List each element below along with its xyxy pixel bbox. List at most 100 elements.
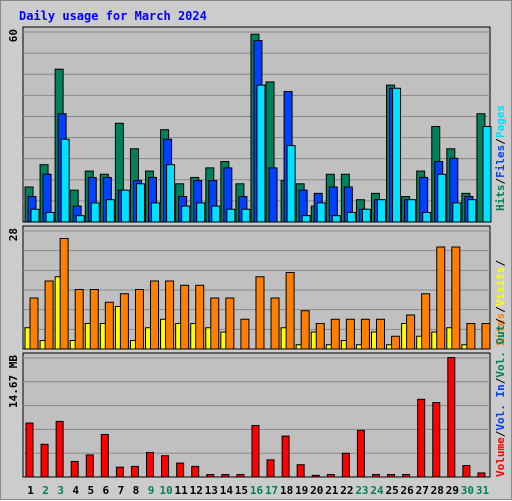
scale-label-visits-sites: 28 [7, 228, 20, 241]
day-label-15: 15 [235, 484, 248, 497]
day-label-22: 22 [340, 484, 353, 497]
bar-volume-day-25 [387, 474, 396, 478]
bar-sites-day-21 [330, 318, 340, 350]
bar-volume-day-31 [477, 472, 486, 478]
bar-pages-day-14 [226, 208, 236, 223]
bar-sites-day-20 [315, 323, 325, 350]
day-label-5: 5 [87, 484, 94, 497]
day-label-7: 7 [118, 484, 125, 497]
bar-pages-day-30 [467, 199, 477, 223]
day-label-19: 19 [295, 484, 308, 497]
bar-pages-day-1 [30, 208, 40, 223]
legend-visits-sites: Sites/Visits/ [494, 260, 507, 347]
bar-sites-day-7 [119, 293, 129, 350]
bar-volume-day-28 [432, 402, 441, 478]
bar-pages-day-4 [75, 215, 85, 223]
bar-pages-day-20 [316, 202, 326, 223]
day-label-25: 25 [385, 484, 398, 497]
bar-pages-day-10 [166, 164, 176, 223]
bar-sites-day-1 [29, 297, 39, 350]
legend-pages: Pages [494, 105, 507, 138]
bar-pages-day-9 [151, 202, 161, 223]
bar-volume-day-3 [55, 420, 64, 478]
day-label-14: 14 [220, 484, 234, 497]
bar-volume-day-4 [70, 460, 79, 478]
bar-volume-day-18 [281, 435, 290, 478]
legend-sep: / [494, 318, 507, 325]
bar-volume-day-19 [296, 464, 305, 478]
bar-pages-day-23 [361, 208, 371, 223]
bar-volume-day-2 [40, 443, 49, 478]
bar-volume-day-26 [402, 474, 411, 478]
bar-volume-day-30 [462, 465, 471, 478]
legend-sites: Sites [494, 313, 507, 346]
bar-sites-day-3 [59, 238, 69, 350]
bar-sites-day-31 [481, 323, 491, 350]
legend-sep: / [494, 178, 507, 185]
legend-hits: Hits [494, 185, 507, 212]
bar-files-day-17 [268, 167, 278, 223]
bar-pages-day-8 [135, 183, 145, 223]
bar-volume-day-24 [371, 474, 380, 478]
bar-sites-day-28 [436, 246, 446, 350]
chart-title: Daily usage for March 2024 [19, 9, 207, 23]
day-label-18: 18 [280, 484, 293, 497]
bar-sites-day-23 [360, 318, 370, 350]
day-label-11: 11 [175, 484, 189, 497]
day-label-13: 13 [205, 484, 218, 497]
bar-pages-day-27 [422, 211, 432, 223]
bar-pages-day-29 [452, 202, 462, 223]
legend-volume: Volume/Vol. In/Vol. Out/ [494, 318, 507, 477]
bar-volume-day-6 [100, 433, 109, 478]
day-label-23: 23 [355, 484, 368, 497]
bar-sites-day-22 [345, 318, 355, 350]
legend-sep: / [494, 260, 507, 267]
day-label-9: 9 [148, 484, 155, 497]
legend-volume: Volume [494, 437, 507, 477]
legend-sep: / [494, 430, 507, 437]
legend-sep: / [494, 138, 507, 145]
day-label-17: 17 [265, 484, 278, 497]
bar-volume-day-10 [161, 455, 170, 478]
bar-pages-day-19 [301, 215, 311, 223]
bar-sites-day-15 [240, 318, 250, 350]
day-label-1: 1 [27, 484, 34, 497]
bar-volume-day-21 [326, 474, 335, 478]
bar-sites-day-4 [74, 289, 84, 350]
bar-volume-day-20 [311, 474, 320, 478]
bar-sites-day-8 [134, 289, 144, 350]
bar-sites-day-17 [270, 297, 280, 350]
bar-sites-day-18 [285, 272, 295, 350]
bar-pages-day-6 [105, 199, 115, 223]
day-label-12: 12 [190, 484, 203, 497]
day-label-6: 6 [103, 484, 110, 497]
day-label-10: 10 [159, 484, 172, 497]
bar-sites-day-16 [255, 276, 265, 350]
day-label-27: 27 [416, 484, 429, 497]
day-label-2: 2 [42, 484, 49, 497]
bar-sites-day-6 [104, 301, 114, 350]
bar-sites-day-14 [225, 297, 235, 350]
day-label-28: 28 [431, 484, 444, 497]
bar-pages-day-18 [286, 145, 296, 223]
day-label-29: 29 [446, 484, 459, 497]
scale-label-volume: 14.67 MB [7, 355, 20, 408]
bar-volume-day-8 [130, 465, 139, 478]
bar-sites-day-9 [150, 280, 160, 350]
legend-sep: / [494, 377, 507, 384]
bar-sites-day-5 [89, 289, 99, 350]
day-label-20: 20 [310, 484, 323, 497]
bar-volume-day-15 [236, 474, 245, 478]
bar-volume-day-23 [356, 429, 365, 478]
day-label-30: 30 [461, 484, 474, 497]
day-label-3: 3 [57, 484, 64, 497]
legend-sep: / [494, 306, 507, 313]
bar-sites-day-26 [406, 314, 416, 350]
day-label-8: 8 [133, 484, 140, 497]
bar-sites-day-12 [195, 284, 205, 350]
bar-volume-day-16 [251, 424, 260, 478]
legend-vol-in: Vol. In [494, 384, 507, 430]
bar-volume-day-27 [417, 398, 426, 478]
bar-sites-day-24 [375, 318, 385, 350]
